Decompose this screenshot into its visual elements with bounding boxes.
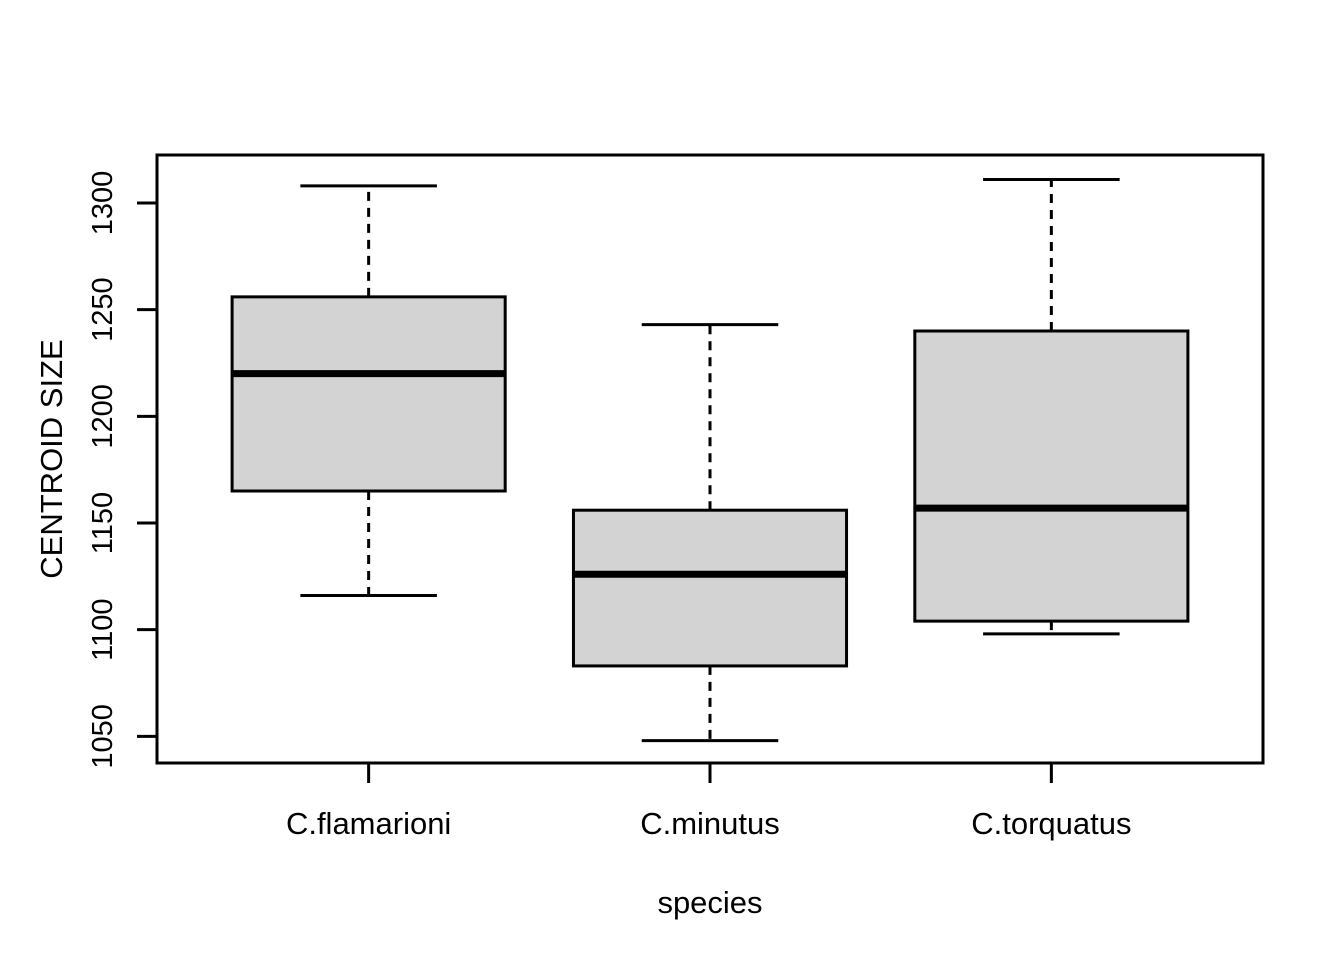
x-axis-title: species: [657, 885, 762, 920]
box-C.torquatus: [913, 178, 1190, 636]
y-tick-label: 1100: [87, 598, 119, 660]
x-category-label: C.minutus: [640, 806, 780, 841]
y-axis-group: 1050 1100 1150 1200 1250 1300: [87, 171, 157, 769]
x-category-label: C.torquatus: [971, 806, 1131, 841]
iqr-box: [571, 508, 849, 668]
boxes-group: [230, 178, 1190, 743]
y-axis-title: CENTROID SIZE: [34, 339, 69, 578]
x-category-label: C.flamarioni: [286, 806, 451, 841]
y-tick-label: 1250: [87, 277, 119, 342]
box-C.minutus: [571, 323, 849, 743]
y-tick-label: 1300: [87, 171, 119, 236]
iqr-box: [230, 295, 507, 493]
iqr-box: [913, 329, 1190, 623]
y-tick-label: 1050: [87, 704, 119, 769]
y-tick-label: 1150: [87, 492, 119, 554]
x-axis-group: C.flamarioni C.minutus C.torquatus: [286, 763, 1131, 841]
box-C.flamarioni: [230, 184, 507, 598]
y-tick-label: 1200: [87, 384, 119, 449]
